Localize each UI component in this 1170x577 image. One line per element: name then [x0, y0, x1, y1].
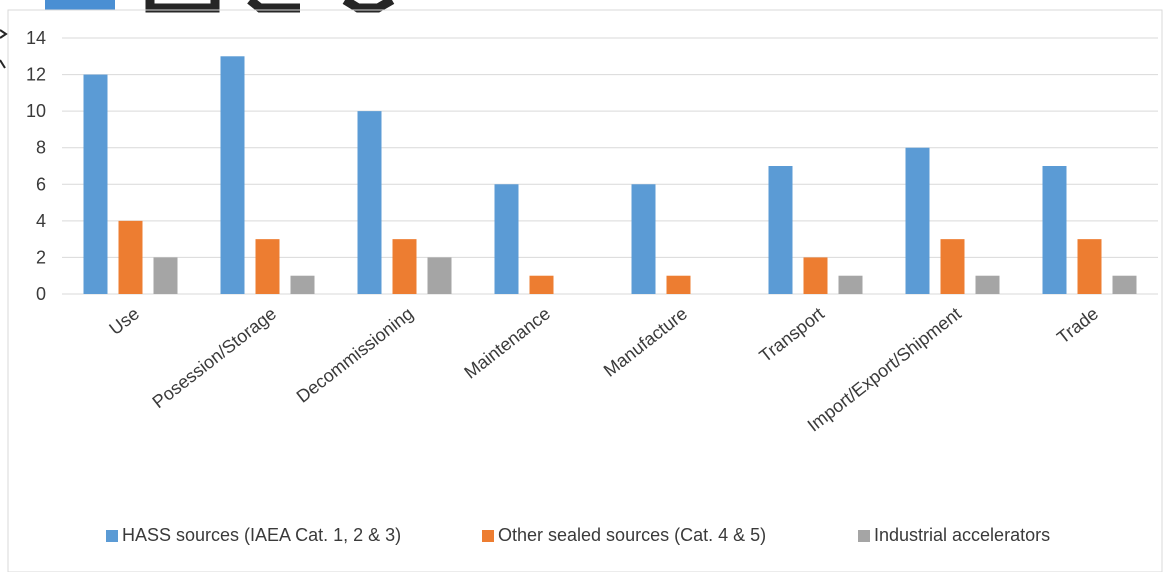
bar-1-2	[220, 56, 245, 295]
bar-2-7	[940, 239, 965, 294]
y-tick-label: 0	[36, 284, 46, 304]
y-tick-label: 14	[26, 28, 46, 48]
x-tick-label: Decommissioning	[293, 303, 417, 406]
x-tick-label: Posession/Storage	[149, 303, 280, 412]
bar-3-3	[427, 257, 452, 294]
bar-2-1	[118, 220, 143, 294]
y-tick-label: 8	[36, 138, 46, 158]
bar-2-3	[392, 239, 417, 294]
legend-entry: HASS sources (IAEA Cat. 1, 2 & 3)	[122, 525, 401, 545]
legend-entry: Industrial accelerators	[874, 525, 1050, 545]
legend-swatch	[106, 530, 118, 542]
bar-1-4	[494, 184, 519, 294]
legend-swatch	[858, 530, 870, 542]
x-tick-label: Use	[105, 303, 143, 338]
bar-3-1	[153, 257, 178, 294]
bar-3-6	[838, 275, 863, 294]
x-tick-label: Maintenance	[460, 303, 554, 382]
legend-swatch	[482, 530, 494, 542]
y-tick-label: 2	[36, 247, 46, 267]
bar-1-7	[905, 147, 930, 294]
bar-2-8	[1077, 239, 1102, 294]
bar-2-2	[255, 239, 280, 294]
y-tick-label: 4	[36, 211, 46, 231]
logo-fragment	[0, 0, 395, 69]
bar-3-2	[290, 275, 315, 294]
y-tick-label: 6	[36, 174, 46, 194]
legend-entry: Other sealed sources (Cat. 4 & 5)	[498, 525, 766, 545]
bar-3-8	[1112, 275, 1137, 294]
bar-1-6	[768, 166, 793, 294]
x-tick-label: Manufacture	[600, 303, 691, 380]
y-tick-label: 12	[26, 65, 46, 85]
bar-1-8	[1042, 166, 1067, 294]
x-tick-label: Import/Export/Shipment	[804, 303, 965, 435]
bar-2-6	[803, 257, 828, 294]
y-tick-label: 10	[26, 101, 46, 121]
bar-1-5	[631, 184, 656, 294]
bar-1-3	[357, 111, 382, 295]
bar-2-4	[529, 275, 554, 294]
bar-3-7	[975, 275, 1000, 294]
x-tick-label: Trade	[1053, 303, 1102, 347]
x-tick-label: Transport	[755, 303, 827, 366]
bar-1-1	[83, 74, 108, 294]
bar-2-5	[666, 275, 691, 294]
